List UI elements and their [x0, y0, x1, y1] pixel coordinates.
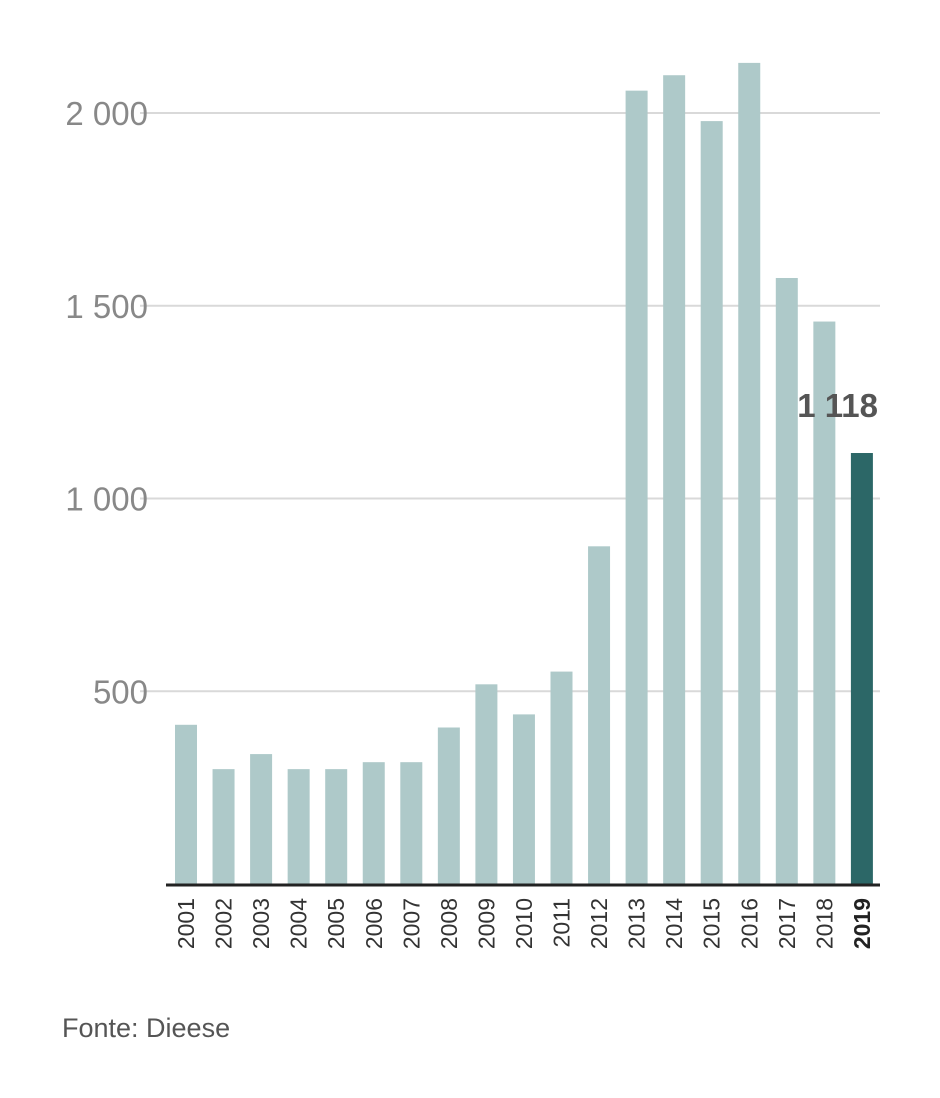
x-tick-label: 2014: [661, 898, 687, 949]
x-tick-label: 2005: [323, 898, 349, 949]
highlight-value-label: 1 118: [797, 387, 878, 424]
x-tick-label: 2019: [849, 898, 875, 949]
bar-highlight: [850, 453, 873, 884]
x-tick-label: 2007: [398, 898, 424, 949]
gridlines: [140, 112, 880, 693]
bar: [813, 321, 836, 884]
y-tick-label: 500: [93, 673, 148, 710]
x-tick-label: 2012: [586, 898, 612, 949]
bar: [663, 75, 686, 884]
bar: [362, 762, 385, 884]
y-tick-label: 2 000: [65, 95, 148, 132]
x-tick-label: 2018: [811, 898, 837, 949]
bar: [775, 277, 798, 884]
bar: [475, 684, 498, 884]
x-tick-label: 2013: [624, 898, 650, 949]
x-tick-label: 2006: [361, 898, 387, 949]
bar: [625, 90, 648, 885]
y-tick-label: 1 500: [65, 288, 148, 325]
bar: [738, 62, 761, 884]
bar: [400, 762, 423, 884]
y-tick-label: 1 000: [65, 481, 148, 518]
bar: [437, 727, 460, 884]
bar: [588, 546, 611, 884]
x-tick-label: 2004: [286, 898, 312, 949]
x-tick-label: 2001: [173, 898, 199, 949]
bar: [550, 671, 573, 884]
x-tick-label: 2003: [248, 898, 274, 949]
bar: [250, 754, 273, 884]
x-axis-ticks: 2001 2002 2003 2004 2005 2006 2007 2008 2009 2010…: [173, 898, 875, 949]
x-tick-label: 2002: [211, 898, 237, 949]
x-tick-label: 2016: [736, 898, 762, 949]
y-axis-ticks: 500 1 000 1 500 2 000: [65, 95, 148, 710]
x-tick-label: 2009: [473, 898, 499, 949]
source-note: Fonte: Dieese: [62, 1013, 231, 1043]
bars: [175, 62, 873, 885]
bar: [212, 769, 235, 884]
x-tick-label: 2010: [511, 898, 537, 949]
x-tick-label: 2017: [774, 898, 800, 949]
bar: [287, 769, 310, 884]
bar: [700, 121, 723, 884]
x-tick-label: 2011: [549, 898, 575, 947]
bar: [175, 724, 197, 884]
x-tick-label: 2008: [436, 898, 462, 949]
x-tick-label: 2015: [699, 898, 725, 949]
bar: [325, 769, 348, 884]
bar: [512, 714, 535, 884]
